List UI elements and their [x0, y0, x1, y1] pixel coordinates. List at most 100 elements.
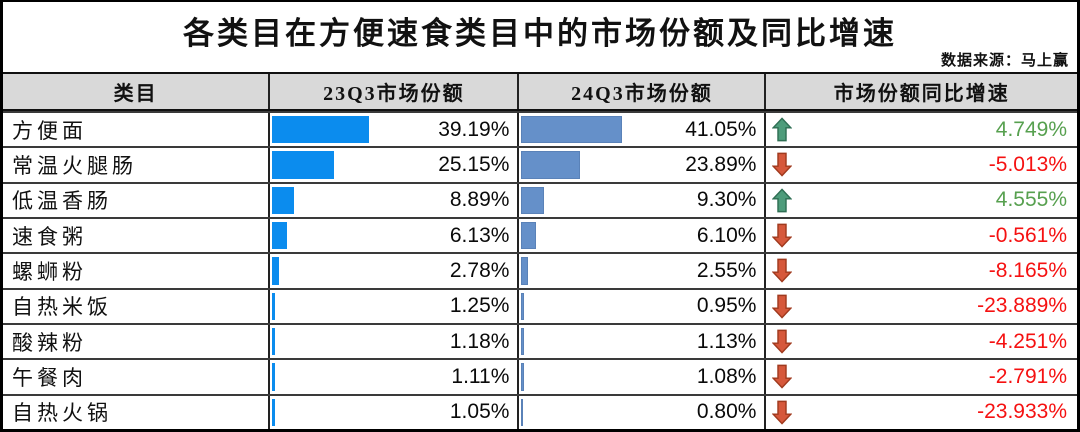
- share-23q3-value: 6.13%: [449, 223, 510, 247]
- growth-cell: -8.165%: [764, 254, 1077, 288]
- category-cell: 方便面: [12, 118, 87, 143]
- growth-value: -2.791%: [988, 364, 1067, 388]
- page-title: 各类目在方便速食类目中的市场份额及同比增速: [183, 16, 897, 51]
- category-cell: 低温香肠: [12, 189, 112, 214]
- share-24q3-value: 2.55%: [696, 258, 757, 282]
- data-bar-24q3: [521, 221, 537, 250]
- data-bar-24q3: [521, 116, 622, 144]
- share-24q3-value: 1.13%: [696, 329, 757, 353]
- share-23q3-value: 2.78%: [449, 258, 510, 282]
- growth-cell: -5.013%: [764, 148, 1077, 182]
- trend-arrow-icon: [772, 396, 793, 429]
- share-23q3-cell: 2.78%: [268, 254, 517, 288]
- share-23q3-cell: 25.15%: [268, 148, 517, 182]
- share-23q3-cell: 8.89%: [268, 183, 517, 217]
- share-23q3-value: 1.18%: [449, 329, 510, 353]
- share-24q3-cell: 9.30%: [517, 183, 764, 217]
- table-row: 低温香肠 8.89% 9.30% 4.555%: [3, 181, 1077, 217]
- share-24q3-cell: 1.13%: [517, 324, 764, 359]
- category-cell: 午餐肉: [12, 365, 87, 390]
- growth-value: -4.251%: [988, 329, 1067, 353]
- share-23q3-cell: 6.13%: [268, 218, 517, 253]
- share-24q3-value: 9.30%: [696, 188, 757, 212]
- share-24q3-value: 0.80%: [696, 400, 757, 424]
- trend-arrow-icon: [772, 290, 793, 323]
- growth-cell: 4.555%: [764, 183, 1077, 217]
- table-row: 方便面 39.19% 41.05% 4.749%: [3, 111, 1077, 147]
- share-24q3-value: 6.10%: [696, 223, 757, 247]
- category-cell: 自热火锅: [12, 401, 112, 426]
- table-row: 速食粥 6.13% 6.10% -0.561%: [3, 216, 1077, 253]
- down-arrow-icon: [772, 294, 793, 319]
- growth-cell: -2.791%: [764, 360, 1077, 394]
- down-arrow-icon: [772, 400, 793, 425]
- share-23q3-cell: 1.25%: [268, 289, 517, 323]
- col-header-24q3-share: 24Q3市场份额: [517, 74, 764, 109]
- data-bar-23q3: [272, 151, 335, 179]
- data-bar-24q3: [521, 398, 524, 426]
- growth-cell: -23.933%: [764, 395, 1077, 429]
- category-cell: 速食粥: [12, 224, 87, 249]
- data-bar-23q3: [272, 186, 295, 214]
- share-24q3-value: 41.05%: [685, 117, 757, 141]
- share-24q3-cell: 2.55%: [517, 254, 764, 288]
- share-23q3-cell: 1.18%: [268, 324, 517, 359]
- trend-arrow-icon: [772, 113, 793, 146]
- trend-arrow-icon: [772, 219, 793, 252]
- data-bar-24q3: [521, 327, 525, 356]
- down-arrow-icon: [772, 329, 793, 354]
- share-23q3-value: 25.15%: [438, 152, 510, 176]
- trend-arrow-icon: [772, 184, 793, 217]
- share-23q3-value: 1.25%: [449, 294, 510, 318]
- up-arrow-icon: [772, 117, 793, 142]
- col-header-23q3-share: 23Q3市场份额: [268, 74, 517, 109]
- col-header-category: 类目: [113, 83, 158, 105]
- growth-cell: -23.889%: [764, 289, 1077, 323]
- share-24q3-cell: 0.95%: [517, 289, 764, 323]
- share-23q3-value: 39.19%: [438, 117, 510, 141]
- share-23q3-value: 1.11%: [451, 364, 510, 388]
- down-arrow-icon: [772, 223, 793, 248]
- growth-value: -23.889%: [977, 294, 1067, 318]
- growth-value: -0.561%: [988, 223, 1067, 247]
- share-24q3-cell: 23.89%: [517, 148, 764, 182]
- share-23q3-value: 1.05%: [449, 400, 510, 424]
- down-arrow-icon: [772, 153, 793, 178]
- share-24q3-cell: 6.10%: [517, 218, 764, 253]
- data-bar-23q3: [272, 363, 275, 391]
- data-bar-24q3: [521, 151, 580, 179]
- growth-value: 4.555%: [995, 188, 1067, 212]
- col-header-yoy-growth: 市场份额同比增速: [764, 74, 1077, 109]
- data-bar-23q3: [272, 116, 370, 144]
- category-cell: 常温火腿肠: [12, 153, 137, 178]
- table-row: 螺蛳粉 2.78% 2.55% -8.165%: [3, 252, 1077, 288]
- table-row: 酸辣粉 1.18% 1.13% -4.251%: [3, 322, 1077, 359]
- share-24q3-cell: 1.08%: [517, 360, 764, 394]
- trend-arrow-icon: [772, 148, 793, 181]
- data-bar-24q3: [521, 257, 528, 285]
- share-23q3-cell: 1.11%: [268, 360, 517, 394]
- growth-cell: -4.251%: [764, 324, 1077, 359]
- table-row: 自热米饭 1.25% 0.95% -23.889%: [3, 287, 1077, 323]
- data-bar-24q3: [521, 363, 525, 391]
- data-bar-24q3: [521, 186, 545, 214]
- category-cell: 螺蛳粉: [12, 259, 87, 284]
- growth-value: 4.749%: [995, 117, 1067, 141]
- growth-value: -5.013%: [988, 152, 1067, 176]
- data-bar-23q3: [272, 257, 280, 285]
- share-23q3-value: 8.89%: [449, 188, 510, 212]
- down-arrow-icon: [772, 365, 793, 390]
- trend-arrow-icon: [772, 360, 793, 393]
- category-cell: 自热米饭: [12, 295, 112, 320]
- market-share-table: 类目 23Q3市场份额 24Q3市场份额 市场份额同比增速 方便面 39.19%…: [3, 72, 1077, 429]
- data-bar-24q3: [521, 292, 524, 320]
- data-bar-23q3: [272, 221, 288, 250]
- trend-arrow-icon: [772, 325, 793, 358]
- share-24q3-value: 23.89%: [685, 152, 757, 176]
- trend-arrow-icon: [772, 254, 793, 287]
- data-source-label: 数据来源：马上赢: [940, 53, 1069, 69]
- share-24q3-cell: 0.80%: [517, 395, 764, 429]
- data-bar-23q3: [272, 398, 275, 426]
- share-23q3-cell: 39.19%: [268, 113, 517, 147]
- growth-value: -23.933%: [977, 400, 1067, 424]
